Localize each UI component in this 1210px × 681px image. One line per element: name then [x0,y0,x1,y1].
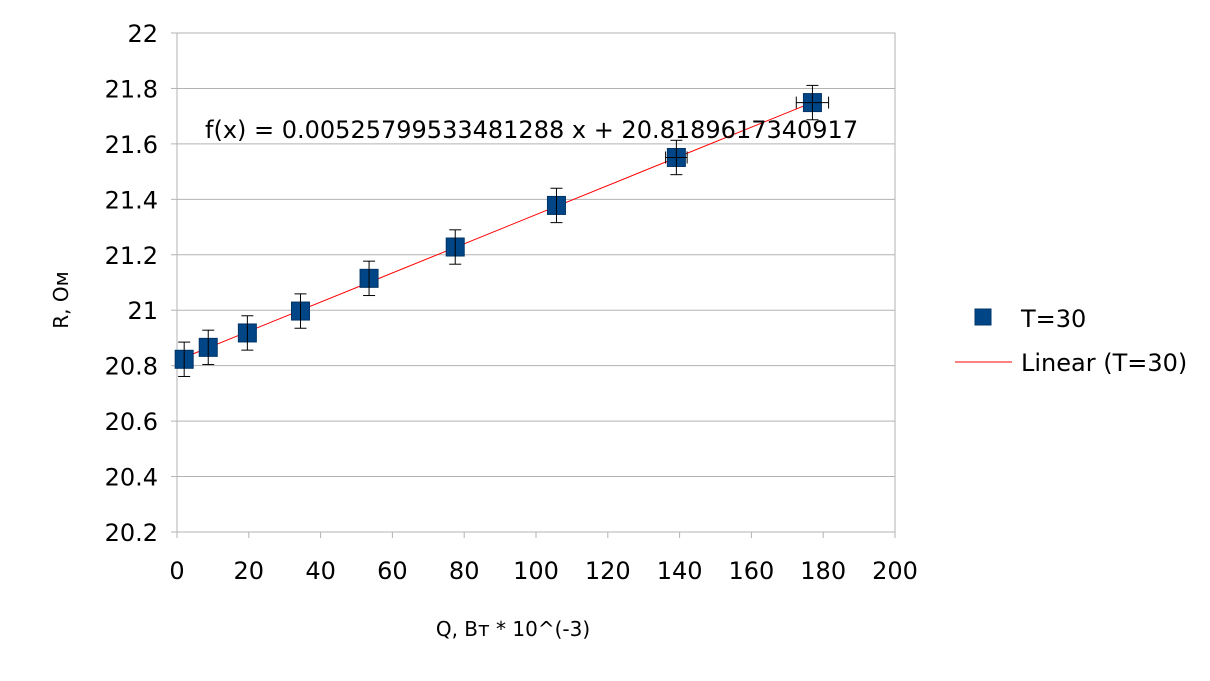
x-tick-label: 80 [449,557,480,585]
data-point [198,329,218,366]
legend-label-linear: Linear (T=30) [1021,349,1187,377]
y-axis-ticks: 20.2 20.4 20.6 20.8 21 21.2 21.4 21.6 21.8 22 [105,20,177,547]
x-axis-ticks: 0 20 40 60 80 100 120 140 160 180 200 [169,532,918,585]
data-point [445,229,465,265]
x-axis-label: Q, Вт * 10^(-3) [436,617,590,641]
data-point [174,341,194,377]
x-tick-label: 180 [800,557,846,585]
x-tick-label: 120 [585,557,631,585]
x-tick-label: 140 [657,557,703,585]
data-point [665,139,688,176]
trendline-equation: f(x) = 0.00525799533481288 x + 20.818961… [205,116,858,144]
y-tick-label: 20.2 [105,519,158,547]
y-tick-label: 21 [127,297,158,325]
legend-label-t30: T=30 [1020,305,1086,333]
y-tick-label: 21.6 [105,131,158,159]
y-tick-label: 21.2 [105,242,158,270]
data-point [546,187,566,224]
data-point [290,293,310,329]
legend: T=30 Linear (T=30) [955,305,1187,377]
y-tick-label: 21.4 [105,186,158,214]
y-tick-label: 20.6 [105,408,158,436]
x-tick-label: 100 [513,557,559,585]
plot-area-border [176,32,896,533]
gridlines [177,32,895,533]
x-tick-label: 0 [169,557,184,585]
x-tick-label: 60 [377,557,408,585]
x-tick-label: 160 [728,557,774,585]
x-tick-label: 20 [234,557,265,585]
data-points [174,84,830,377]
x-tick-label: 200 [872,557,918,585]
legend-marker-t30 [974,308,992,326]
data-point [795,84,830,121]
y-tick-label: 20.4 [105,464,158,492]
y-tick-label: 21.8 [105,75,158,103]
data-point [359,260,379,297]
y-axis-label: R, Ом [49,271,73,328]
y-tick-label: 22 [127,20,158,48]
x-tick-label: 40 [305,557,336,585]
trendline-layer [183,101,813,358]
trendline [183,101,813,358]
y-tick-label: 20.8 [105,353,158,381]
data-point [237,315,257,351]
